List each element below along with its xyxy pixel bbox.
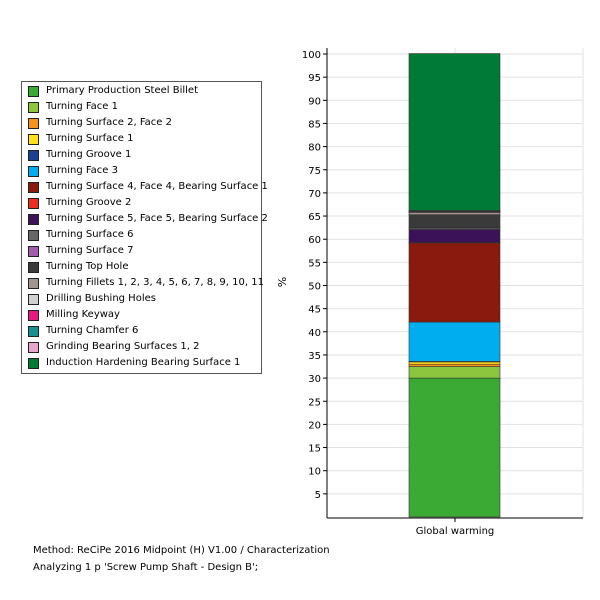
legend-item: Turning Face 1	[28, 99, 118, 115]
legend-swatch	[28, 357, 39, 369]
legend-item: Turning Surface 2, Face 2	[28, 115, 172, 131]
y-tick-label: 60	[308, 235, 321, 246]
legend-swatch	[28, 197, 39, 209]
bar-stack	[408, 53, 501, 518]
legend-item: Grinding Bearing Surfaces 1, 2	[28, 339, 199, 355]
legend-item: Turning Groove 1	[28, 147, 131, 163]
legend-item: Turning Surface 6	[28, 227, 133, 243]
legend-swatch	[28, 229, 39, 241]
legend-item: Turning Fillets 1, 2, 3, 4, 5, 6, 7, 8, …	[28, 275, 264, 291]
y-tick-label: 55	[308, 258, 321, 269]
y-tick-label: 65	[308, 212, 321, 223]
legend-swatch	[28, 325, 39, 337]
legend-item: Turning Top Hole	[28, 259, 128, 275]
legend-label: Milling Keyway	[46, 309, 120, 320]
x-tick-label: Global warming	[416, 526, 495, 537]
legend-label: Turning Top Hole	[46, 261, 129, 272]
legend-swatch	[28, 181, 39, 193]
legend-swatch	[28, 341, 39, 353]
y-tick-label: 10	[308, 467, 321, 478]
bar-segment-2	[408, 366, 501, 379]
legend-swatch	[28, 261, 39, 273]
legend-label: Turning Surface 7	[46, 245, 134, 256]
y-tick-label: 35	[308, 351, 321, 362]
legend-swatch	[28, 213, 39, 225]
method-text: Method: ReCiPe 2016 Midpoint (H) V1.00 /…	[33, 545, 330, 556]
legend-label: Turning Surface 1	[46, 133, 134, 144]
legend-item: Primary Production Steel Billet	[28, 83, 198, 99]
y-tick-label: 45	[308, 305, 321, 316]
legend-item: Turning Chamfer 6	[28, 323, 138, 339]
y-tick-label: 85	[308, 119, 321, 130]
bar-segment-3	[408, 363, 501, 367]
legend-item: Milling Keyway	[28, 307, 120, 323]
legend-label: Turning Surface 6	[46, 229, 134, 240]
analyzing-text: Analyzing 1 p 'Screw Pump Shaft - Design…	[33, 562, 259, 573]
legend-item: Turning Surface 1	[28, 131, 133, 147]
bar-segment-13	[408, 212, 501, 215]
legend-item: Turning Surface 7	[28, 243, 133, 259]
legend-label: Turning Fillets 1, 2, 3, 4, 5, 6, 7, 8, …	[46, 277, 264, 288]
y-tick-label: 80	[308, 143, 321, 154]
legend-swatch	[28, 165, 39, 177]
bar-segment-4	[408, 361, 501, 365]
bar-segment-1	[408, 377, 501, 518]
legend-item: Induction Hardening Bearing Surface 1	[28, 355, 240, 371]
legend-label: Turning Face 1	[46, 101, 118, 112]
y-tick-label: 50	[308, 282, 321, 293]
legend-label: Primary Production Steel Billet	[46, 85, 199, 96]
y-tick-label: 75	[308, 166, 321, 177]
y-tick-label: 15	[308, 444, 321, 455]
legend-swatch	[28, 133, 39, 145]
y-tick-label: 100	[302, 50, 321, 61]
legend-swatch	[28, 85, 39, 97]
axes	[326, 48, 583, 522]
legend-item: Drilling Bushing Holes	[28, 291, 156, 307]
legend-swatch	[28, 245, 39, 257]
y-tick-label: 70	[308, 189, 321, 200]
legend-label: Turning Groove 1	[46, 149, 132, 160]
legend-swatch	[28, 101, 39, 113]
legend-swatch	[28, 117, 39, 129]
legend-swatch	[28, 149, 39, 161]
bar-segment-6	[408, 321, 501, 362]
y-tick-labels: 5 10 15 20 25 30 35 40 45 50 55 60 65 70 75 80 85 90 95 100	[302, 50, 321, 501]
bar-segment-12	[408, 214, 501, 228]
y-axis-label: %	[276, 277, 289, 287]
bar-segment-9	[408, 229, 501, 243]
bar-segment-18	[408, 53, 501, 211]
legend-label: Turning Surface 5, Face 5, Bearing Surfa…	[46, 213, 268, 224]
bar-segment-7	[408, 242, 501, 323]
legend-swatch	[28, 293, 39, 305]
legend-swatch	[28, 277, 39, 289]
legend-item: Turning Surface 5, Face 5, Bearing Surfa…	[28, 211, 268, 227]
y-tick-label: 20	[308, 420, 321, 431]
legend-label: Induction Hardening Bearing Surface 1	[46, 357, 241, 368]
legend-label: Turning Surface 4, Face 4, Bearing Surfa…	[46, 181, 268, 192]
legend-label: Turning Chamfer 6	[46, 325, 139, 336]
legend-swatch	[28, 309, 39, 321]
y-tick-label: 5	[315, 490, 321, 501]
legend-label: Turning Surface 2, Face 2	[46, 117, 172, 128]
legend-label: Grinding Bearing Surfaces 1, 2	[46, 341, 200, 352]
legend-label: Drilling Bushing Holes	[46, 293, 156, 304]
legend: Primary Production Steel Billet Turning F…	[21, 81, 268, 374]
y-tick-label: 90	[308, 96, 321, 107]
legend-item: Turning Surface 4, Face 4, Bearing Surfa…	[28, 179, 268, 195]
legend-item: Turning Groove 2	[28, 195, 131, 211]
legend-item: Turning Face 3	[28, 163, 118, 179]
y-tick-label: 25	[308, 397, 321, 408]
legend-label: Turning Face 3	[46, 165, 118, 176]
legend-label: Turning Groove 2	[46, 197, 132, 208]
y-tick-label: 95	[308, 73, 321, 84]
y-tick-label: 30	[308, 374, 321, 385]
y-tick-label: 40	[308, 328, 321, 339]
